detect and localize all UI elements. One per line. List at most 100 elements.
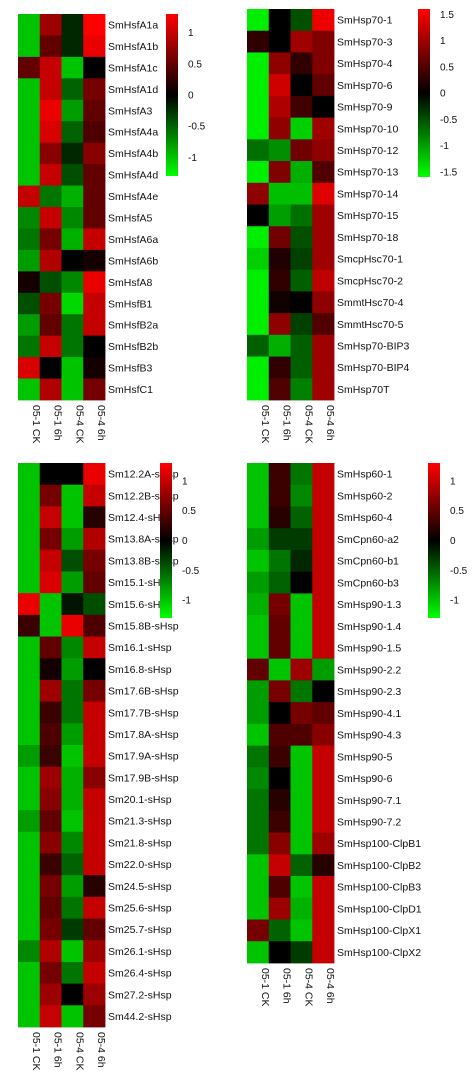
- row-label: SmHsfA6b: [108, 255, 158, 267]
- colorbar-tick-label: 0: [182, 536, 188, 547]
- heatmap-cell: [18, 658, 41, 681]
- heatmap-cell: [83, 723, 106, 746]
- heatmap-cell: [247, 702, 270, 725]
- heatmap-cell: [61, 506, 84, 529]
- heatmap-cell: [83, 56, 106, 79]
- heatmap-cell: [268, 615, 291, 638]
- heatmap-cell: [83, 549, 106, 572]
- column-label: 05-4 CK: [302, 405, 314, 444]
- heatmap-cell: [18, 810, 41, 833]
- row-label: Sm25.6-sHsp: [108, 902, 172, 914]
- heatmap-cell: [268, 767, 291, 790]
- heatmap-cell: [61, 78, 84, 101]
- heatmap-cell: [268, 313, 291, 336]
- heatmap-cell: [268, 356, 291, 379]
- heatmap-cell: [18, 831, 41, 854]
- heatmap-cell: [290, 832, 313, 855]
- heatmap-cell: [39, 593, 62, 616]
- row-label: Sm24.5-sHsp: [108, 881, 172, 893]
- column-label: 05-4 CK: [73, 405, 85, 444]
- heatmap-cell: [83, 378, 106, 401]
- heatmap-cell: [61, 121, 84, 144]
- column-label: 05-4 6h: [324, 968, 336, 1004]
- heatmap-cell: [39, 614, 62, 637]
- colorbar: [428, 463, 440, 618]
- heatmap-cell: [18, 1005, 41, 1028]
- heatmap-cell: [312, 658, 335, 681]
- heatmap-cell: [83, 636, 106, 659]
- heatmap-cell: [247, 269, 270, 292]
- row-label: SmHsp90-7.1: [337, 795, 401, 807]
- heatmap-cell: [61, 831, 84, 854]
- heatmap-cell: [39, 35, 62, 58]
- heatmap-cell: [61, 549, 84, 572]
- row-label: SmHsp70T: [337, 384, 390, 396]
- row-label: SmHsp90-7.2: [337, 817, 401, 829]
- heatmap-cell: [247, 549, 270, 573]
- row-label: Sm17.6B-sHsp: [108, 686, 179, 698]
- row-label: SmHsfA8: [108, 277, 153, 289]
- heatmap-cell: [290, 226, 313, 249]
- heatmap-cell: [39, 788, 62, 811]
- colorbar-tick-label: -0.5: [182, 566, 200, 577]
- row-label: SmHsfC1: [108, 384, 153, 396]
- heatmap-cell: [39, 142, 62, 165]
- heatmap-cell: [83, 335, 106, 358]
- heatmap-cell: [39, 983, 62, 1006]
- heatmap-cell: [61, 658, 84, 681]
- heatmap-cell: [61, 961, 84, 985]
- heatmap-cell: [83, 983, 106, 1006]
- heatmap-cell: [83, 14, 106, 36]
- column-label: 05-1 6h: [52, 405, 64, 441]
- heatmap-cell: [268, 161, 291, 184]
- row-label: SmHsp70-6: [337, 80, 393, 92]
- heatmap-cell: [18, 918, 41, 941]
- heatmap-cell: [290, 528, 313, 551]
- row-label: SmHsp70-14: [337, 188, 398, 200]
- heatmap-cell: [290, 52, 313, 75]
- colorbar-tick-label: 0: [440, 89, 446, 100]
- heatmap-cell: [290, 9, 313, 32]
- colorbar: [166, 14, 178, 176]
- row-label: SmHsfA1c: [108, 62, 158, 74]
- heatmap-cell: [61, 228, 84, 251]
- heatmap-cell: [83, 249, 106, 272]
- heatmap-cell: [39, 679, 62, 703]
- row-label: Sm15.1-sHsp: [108, 577, 172, 589]
- heatmap-cell: [290, 810, 313, 833]
- colorbar-tick-label: -0.5: [450, 566, 468, 577]
- heatmap-cell: [39, 940, 62, 963]
- heatmap-cell: [83, 99, 106, 122]
- row-label: SmHsp70-18: [337, 232, 398, 244]
- heatmap-cell: [312, 226, 335, 249]
- heatmap-cell: [268, 291, 291, 314]
- heatmap-cell: [268, 854, 291, 877]
- heatmap-cell: [247, 680, 270, 703]
- row-label: Sm17.8A-sHsp: [108, 729, 179, 741]
- heatmap-cell: [18, 875, 41, 898]
- row-label: SmHsfA4e: [108, 191, 158, 203]
- heatmap-cell: [247, 506, 270, 529]
- column-label: 05-1 CK: [30, 405, 42, 444]
- heatmap-cell: [61, 983, 84, 1006]
- heatmap-cell: [39, 14, 62, 36]
- heatmap-cell: [18, 788, 41, 811]
- heatmap-cell: [290, 30, 313, 53]
- heatmap-cell: [290, 334, 313, 357]
- heatmap-cell: [268, 658, 291, 681]
- heatmap-cell: [83, 207, 106, 229]
- heatmap-cell: [83, 185, 106, 208]
- heatmap-cell: [312, 636, 335, 660]
- heatmap-cell: [39, 549, 62, 572]
- heatmap-cell: [18, 701, 41, 724]
- heatmap-cell: [39, 207, 62, 229]
- heatmap-cell: [290, 658, 313, 681]
- row-label: SmHsp90-4.1: [337, 708, 401, 720]
- row-label: Sm26.4-sHsp: [108, 968, 172, 980]
- heatmap-cell: [83, 463, 106, 486]
- heatmap-cell: [268, 549, 291, 573]
- heatmap-cell: [290, 615, 313, 638]
- row-label: SmHsp100-ClpX1: [337, 925, 421, 937]
- row-label: Sm12.4-sHsp: [108, 512, 172, 524]
